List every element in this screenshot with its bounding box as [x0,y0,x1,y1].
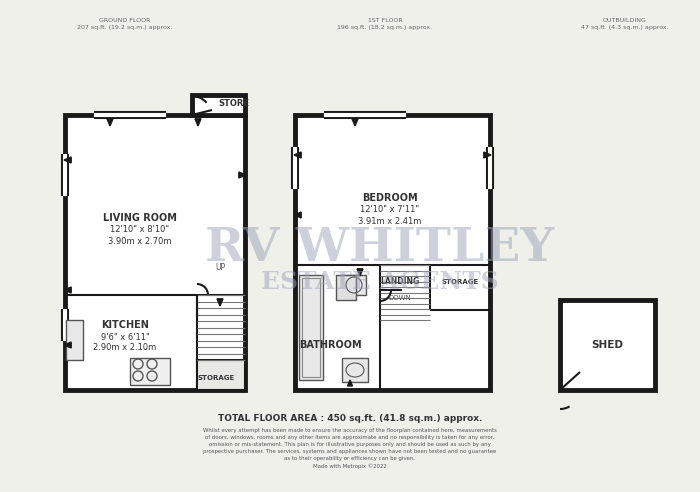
Polygon shape [347,380,353,386]
Text: GROUND FLOOR
207 sq.ft. (19.2 sq.m.) approx.: GROUND FLOOR 207 sq.ft. (19.2 sq.m.) app… [77,18,173,30]
Bar [197,295,245,360]
Bar [560,300,655,390]
Polygon shape [64,157,71,163]
Text: 3.91m x 2.41m: 3.91m x 2.41m [358,216,421,225]
Text: UP: UP [215,264,225,273]
Bar [342,275,366,295]
Text: 3.90m x 2.70m: 3.90m x 2.70m [108,237,172,246]
Text: STORAGE: STORAGE [442,279,479,285]
Text: 12'10" x 7'11": 12'10" x 7'11" [360,206,419,215]
Bar [192,95,245,115]
Bar [65,115,245,390]
Text: SHED: SHED [592,340,624,350]
Polygon shape [64,287,71,293]
Bar [66,320,83,360]
Text: Whilst every attempt has been made to ensure the accuracy of the floorplan conta: Whilst every attempt has been made to en… [203,428,497,469]
Polygon shape [294,212,301,218]
Text: BEDROOM: BEDROOM [362,193,418,203]
Text: KITCHEN: KITCHEN [101,320,149,330]
Bar [62,310,68,340]
Bar [325,112,405,118]
Bar [299,275,323,380]
Text: 12'10" x 8'10": 12'10" x 8'10" [111,225,169,235]
Bar [295,115,490,390]
Polygon shape [107,119,113,126]
Polygon shape [64,342,71,348]
Text: DOWN: DOWN [389,295,412,301]
Text: BATHROOM: BATHROOM [299,340,361,350]
Text: LANDING: LANDING [380,277,419,286]
Text: 1ST FLOOR
196 sq.ft. (18.2 sq.m.) approx.: 1ST FLOOR 196 sq.ft. (18.2 sq.m.) approx… [337,18,433,30]
Polygon shape [294,152,301,158]
Bar [302,278,320,377]
Polygon shape [195,119,201,126]
Text: RV WHITLEY: RV WHITLEY [205,225,554,271]
Polygon shape [357,269,363,276]
Bar [487,148,493,188]
Text: 9'6" x 6'11": 9'6" x 6'11" [101,333,149,341]
Polygon shape [352,119,358,126]
Polygon shape [217,299,223,306]
Text: STORAGE: STORAGE [197,375,234,381]
Text: STORE: STORE [218,98,249,107]
Polygon shape [239,172,246,178]
Text: 2.90m x 2.10m: 2.90m x 2.10m [93,343,157,352]
Bar [62,155,68,195]
Bar [336,275,356,300]
Text: OUTBUILDING
47 sq.ft. (4.3 sq.m.) approx.: OUTBUILDING 47 sq.ft. (4.3 sq.m.) approx… [581,18,668,30]
Bar [130,358,170,385]
Text: ESTATE AGENTS: ESTATE AGENTS [261,270,499,294]
Polygon shape [484,152,491,158]
Bar [380,265,430,310]
Bar [95,112,165,118]
Bar [197,360,245,390]
Text: TOTAL FLOOR AREA : 450 sq.ft. (41.8 sq.m.) approx.: TOTAL FLOOR AREA : 450 sq.ft. (41.8 sq.m… [218,414,482,423]
Bar [342,358,368,382]
Bar [292,148,298,188]
Text: LIVING ROOM: LIVING ROOM [103,213,177,223]
